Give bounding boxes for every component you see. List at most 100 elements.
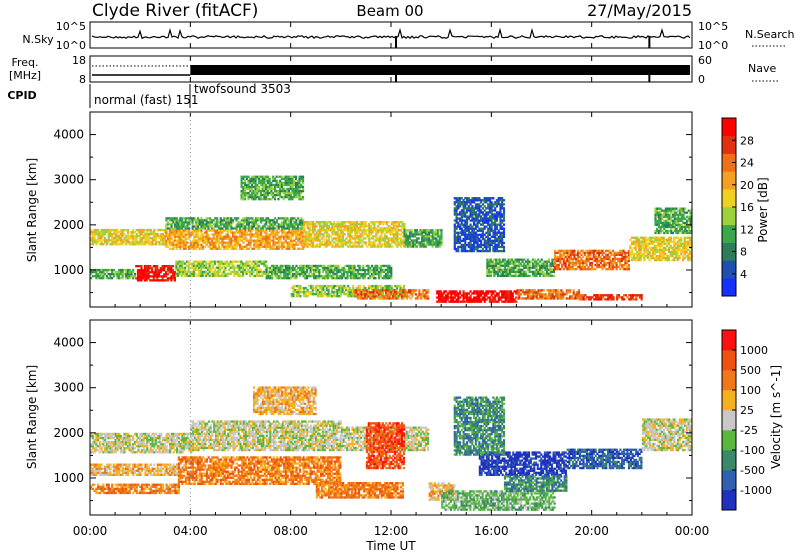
freq-trace (92, 65, 691, 82)
power-colorbar-swatch-6 (722, 171, 736, 190)
freq-label-line1: Freq. (11, 56, 38, 69)
power-colorbar-swatch-8 (722, 135, 736, 154)
velocity-region-5 (190, 420, 342, 452)
velocity-ylabel: Slant Range [km] (25, 365, 39, 469)
velocity-region-15 (453, 396, 506, 456)
velocity-colorbar-tick-2: 100 (740, 384, 761, 397)
velocity-heatmap (90, 386, 692, 511)
date-label: 27/May/2015 (587, 1, 692, 20)
velocity-colorbar-tick-3: 25 (740, 404, 754, 417)
freq-right-tick-top: 60 (698, 54, 712, 67)
power-colorbar-tick-6: 28 (740, 134, 754, 147)
velocity-region-2 (177, 456, 342, 486)
time-tick-label-5: 20:00 (574, 524, 609, 538)
nsky-right-tick-bottom: 10^0 (698, 39, 728, 52)
time-tick-label-2: 08:00 (273, 524, 308, 538)
power-region-14 (579, 294, 643, 301)
velocity-region-14 (641, 418, 692, 452)
velocity-region-1 (90, 463, 180, 477)
velocity-colorbar-swatch-0 (722, 490, 736, 511)
power-region-11 (353, 289, 430, 300)
station-title: Clyde River (fitACF) (92, 1, 258, 21)
power-colorbar-tick-0: 4 (740, 268, 747, 281)
velocity-colorbar-swatch-7 (722, 350, 736, 371)
time-tick-label-4: 16:00 (474, 524, 509, 538)
velocity-panel-frame (89, 319, 693, 516)
velocity-region-8 (365, 422, 405, 470)
nsky-label: N.Sky (22, 33, 54, 46)
velocity-colorbar-tick-7: -1000 (740, 484, 772, 497)
power-colorbar-tick-5: 24 (740, 157, 754, 170)
velocity-colorbar-swatch-5 (722, 390, 736, 411)
velocity-region-7 (253, 386, 317, 416)
velocity-ytick-label-0: 1000 (53, 471, 84, 485)
velocity-colorbar-swatch-4 (722, 410, 736, 431)
velocity-ytick-label-2: 3000 (53, 381, 84, 395)
cpid-mode-1: normal (fast) 151 (94, 93, 198, 107)
power-colorbar-swatch-4 (722, 207, 736, 226)
power-region-8 (403, 229, 443, 248)
power-region-5 (165, 229, 305, 250)
velocity-region-3 (315, 482, 404, 499)
freq-label-line2: [MHz] (9, 69, 41, 82)
power-colorbar-tick-1: 8 (740, 246, 747, 259)
velocity-colorbar-label: Velocity [m s^-1] (769, 365, 783, 469)
nsky-left-tick-top: 10^5 (56, 20, 86, 33)
power-colorbar-tick-4: 20 (740, 179, 754, 192)
velocity-region-4 (90, 432, 193, 454)
power-region-13 (516, 289, 581, 300)
power-region-1 (135, 265, 176, 282)
nsearch-label: N.Search (745, 28, 795, 41)
velocity-region-11 (478, 451, 567, 477)
power-colorbar-label: Power [dB] (756, 177, 770, 242)
power-region-2 (175, 260, 267, 278)
power-colorbar-swatch-3 (722, 224, 736, 243)
power-region-6 (165, 217, 305, 230)
power-region-18 (654, 207, 692, 235)
power-region-9 (240, 175, 305, 201)
time-axis: 00:00 04:00 08:00 12:00 16:00 20:00 00:00 (73, 22, 710, 538)
velocity-colorbar: 1000 500 100 25 -25 -100 -500 -1000 (721, 329, 772, 511)
power-ylabel: Slant Range [km] (25, 158, 39, 262)
power-colorbar-tick-2: 12 (740, 223, 754, 236)
power-colorbar-swatch-1 (722, 260, 736, 279)
power-region-17 (629, 236, 692, 262)
time-axis-label: Time UT (365, 539, 416, 553)
power-region-16 (554, 249, 630, 271)
power-ytick-label-1: 2000 (53, 218, 84, 232)
cpid-mode-2: twofsound 3503 (194, 82, 291, 96)
power-region-19 (453, 197, 506, 253)
velocity-colorbar-tick-0: 1000 (740, 344, 768, 357)
power-colorbar-swatch-2 (722, 242, 736, 261)
velocity-colorbar-tick-1: 500 (740, 364, 761, 377)
velocity-colorbar-tick-6: -500 (740, 464, 765, 477)
freq-right-tick-bottom: 0 (698, 73, 705, 86)
power-region-15 (486, 258, 556, 278)
power-ytick-label-2: 3000 (53, 173, 84, 187)
velocity-colorbar-swatch-8 (722, 330, 736, 351)
power-colorbar-swatch-9 (722, 118, 736, 137)
power-heatmap (90, 175, 692, 303)
power-region-4 (90, 228, 166, 246)
power-region-0 (90, 268, 137, 280)
nsky-right-tick-top: 10^5 (698, 20, 728, 33)
nsky-trace (91, 27, 691, 40)
power-colorbar: 4 8 12 16 20 24 28 (721, 117, 754, 297)
nsky-left-tick-bottom: 10^0 (56, 39, 86, 52)
velocity-colorbar-swatch-2 (722, 450, 736, 471)
time-tick-label-6: 00:00 (675, 524, 710, 538)
power-colorbar-swatch-7 (722, 153, 736, 172)
time-tick-label-3: 12:00 (374, 524, 409, 538)
freq-left-tick-bottom: 8 (79, 73, 86, 86)
velocity-region-12 (566, 448, 643, 470)
velocity-colorbar-tick-5: -100 (740, 444, 765, 457)
freq-band-twofsound (190, 65, 691, 75)
nave-label: Nave (748, 62, 776, 75)
velocity-colorbar-swatch-1 (722, 470, 736, 491)
velocity-region-10 (441, 490, 556, 511)
freq-left-tick-top: 18 (72, 54, 86, 67)
time-tick-label-1: 04:00 (173, 524, 208, 538)
power-region-12 (436, 290, 518, 303)
power-colorbar-swatch-5 (722, 189, 736, 208)
